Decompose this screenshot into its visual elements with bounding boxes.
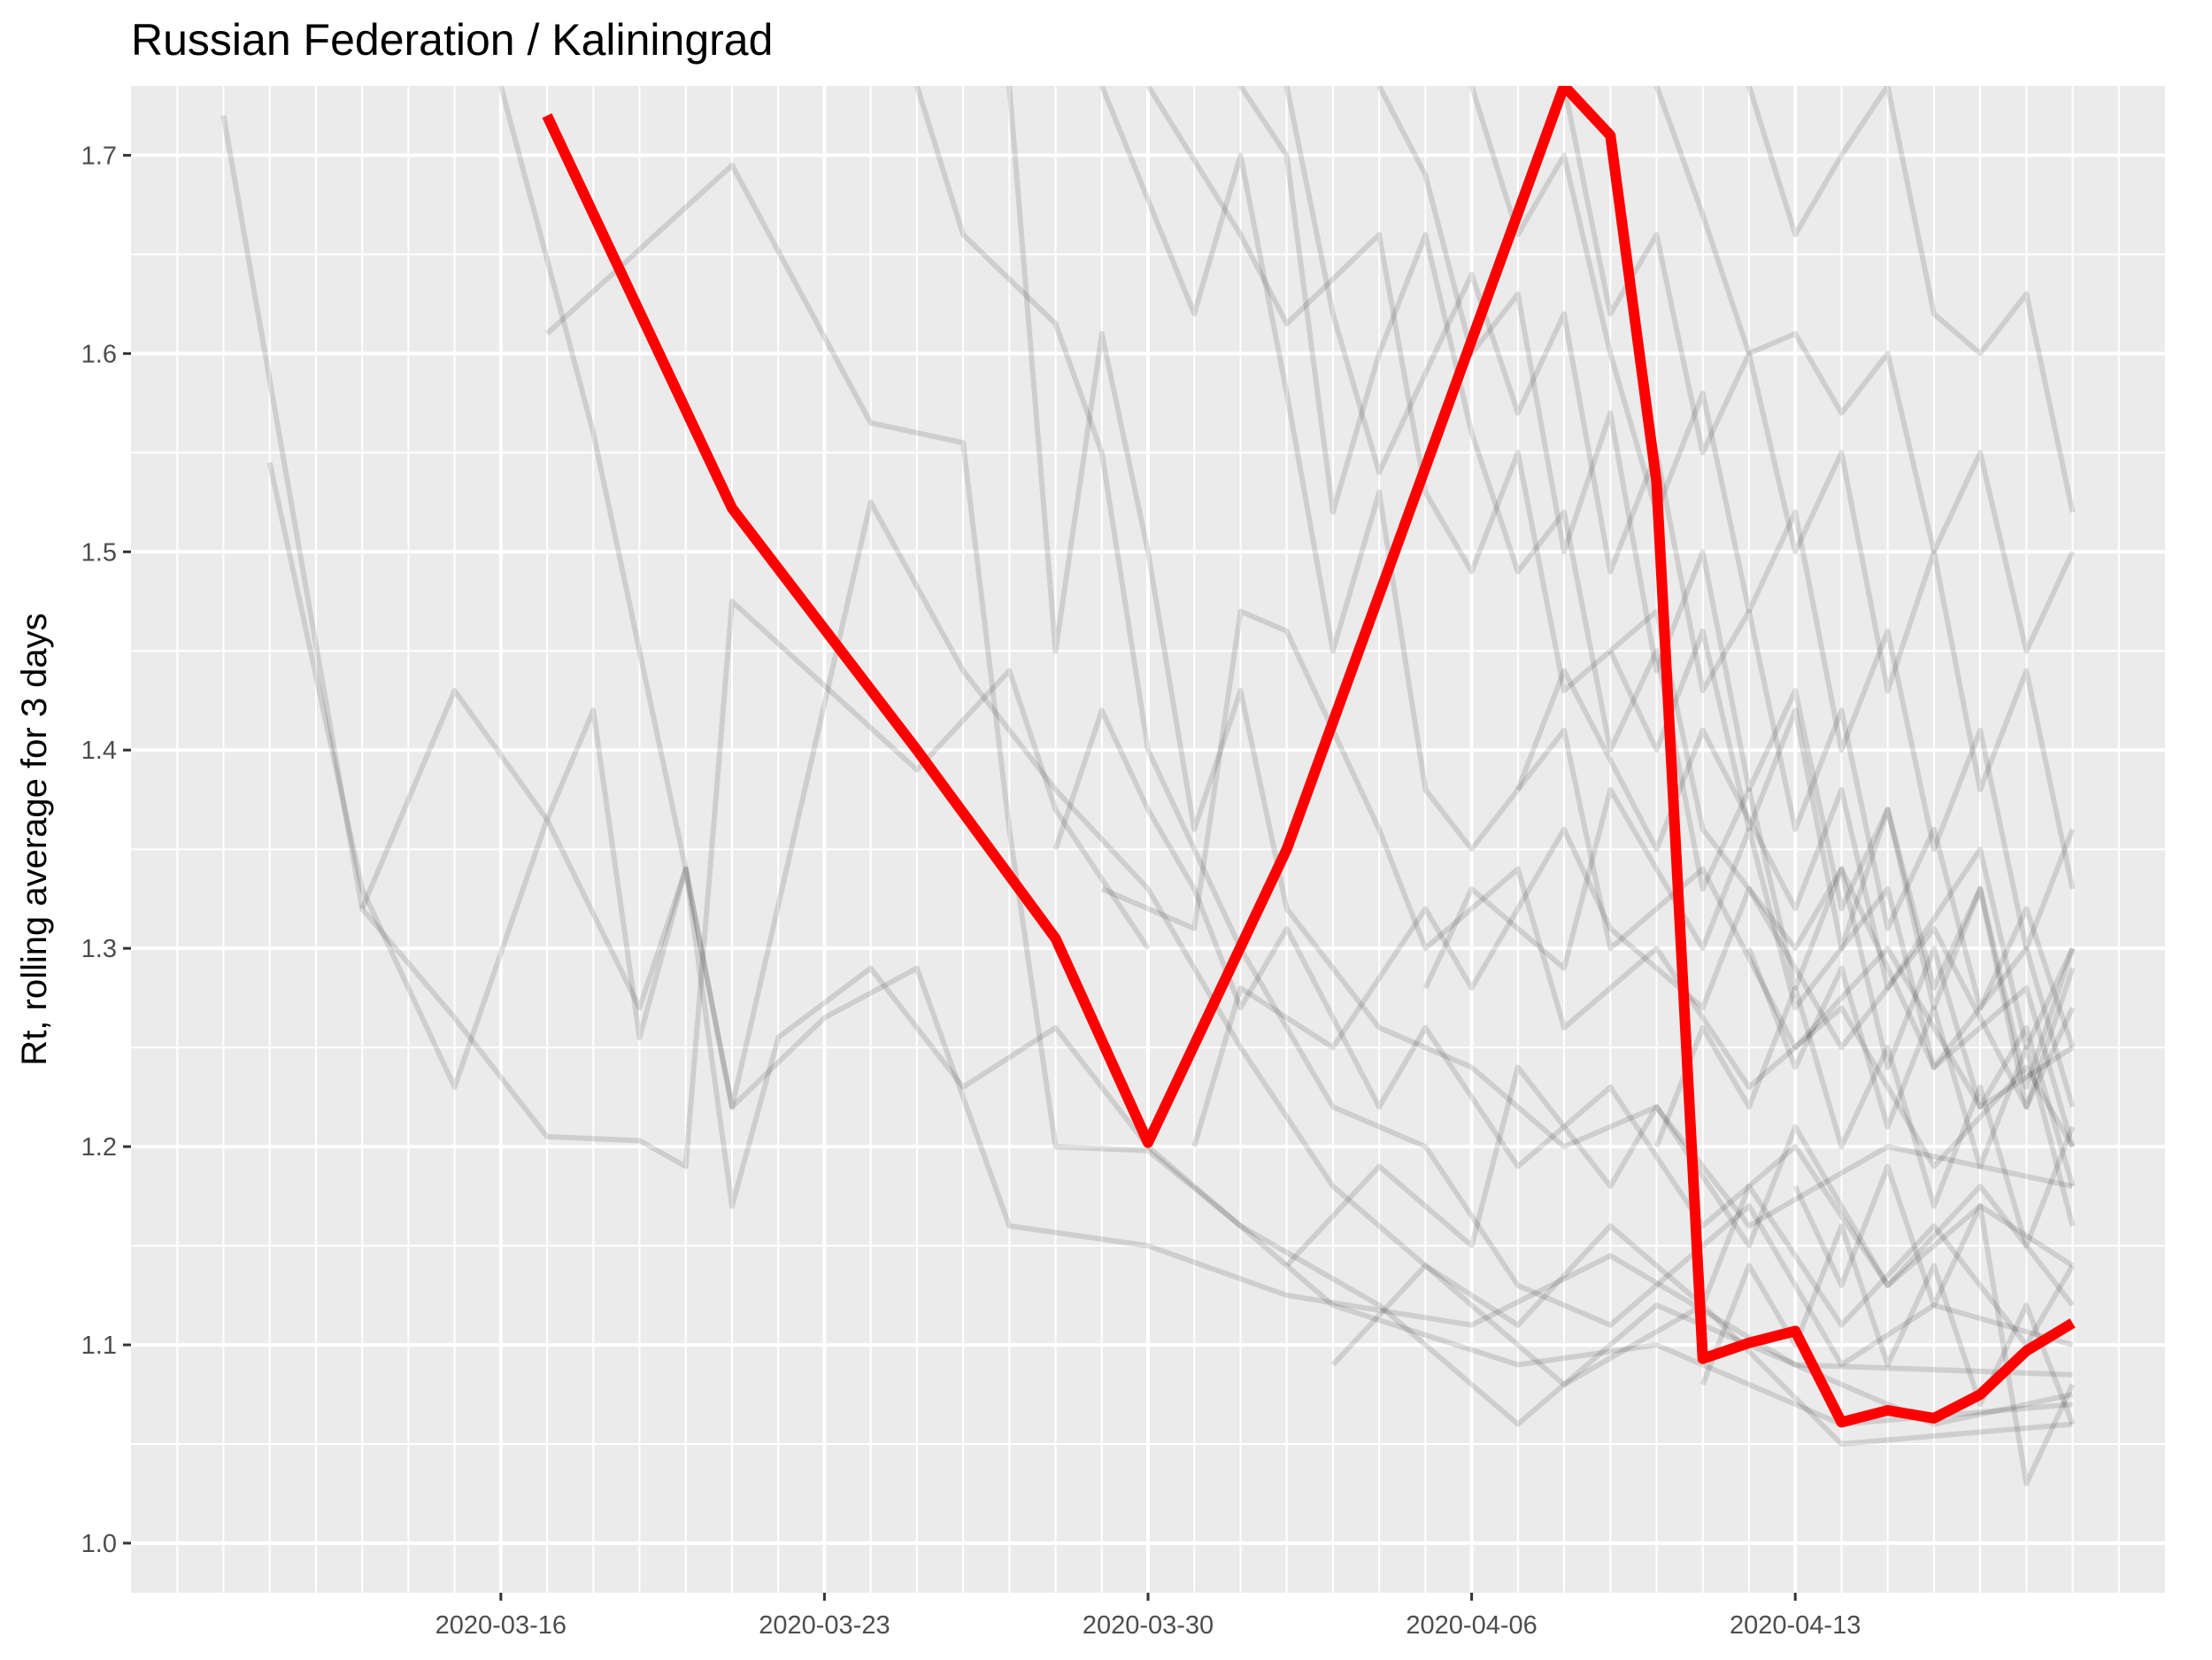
x-axis: 2020-03-16 2020-03-23 2020-03-30 2020-04-06… bbox=[435, 1593, 1861, 1640]
y-axis: 1.0 1.1 1.2 1.3 1.4 1.5 1.6 1.7 bbox=[81, 142, 131, 1558]
background-series-group bbox=[220, 86, 2076, 1486]
x-tick-label: 2020-03-23 bbox=[759, 1611, 890, 1640]
x-tick-label: 2020-04-06 bbox=[1406, 1611, 1537, 1640]
y-tick-label: 1.1 bbox=[81, 1332, 117, 1360]
background-series-line bbox=[1145, 86, 2076, 1147]
y-axis-label: Rt, rolling average for 3 days bbox=[15, 613, 54, 1065]
highlight-series-line bbox=[542, 86, 2076, 1428]
background-series-line bbox=[1607, 628, 2076, 1110]
y-tick-label: 1.0 bbox=[81, 1530, 117, 1558]
background-series-line bbox=[914, 86, 2074, 1368]
background-series-line bbox=[359, 688, 2073, 1378]
background-series-line bbox=[1100, 608, 2076, 1170]
highlight-series-group bbox=[542, 86, 2076, 1428]
x-tick-label: 2020-03-30 bbox=[1083, 1611, 1214, 1640]
background-series-line bbox=[1561, 86, 2076, 890]
background-series-line bbox=[1052, 707, 2075, 1288]
background-series-line bbox=[1284, 1064, 2075, 1308]
background-series-line bbox=[220, 115, 1151, 1170]
y-tick-label: 1.5 bbox=[81, 538, 117, 567]
background-series-line bbox=[1746, 86, 2076, 513]
background-series-line bbox=[1006, 86, 2074, 1229]
background-series-line bbox=[1792, 1163, 2076, 1486]
background-series-line bbox=[544, 162, 2074, 1427]
y-tick-label: 1.4 bbox=[81, 737, 117, 765]
background-series-line bbox=[1468, 86, 2076, 952]
background-series-line bbox=[1653, 86, 2076, 654]
background-series-line bbox=[1699, 1223, 2076, 1425]
background-series-line bbox=[1283, 86, 2076, 1049]
background-series-line bbox=[1653, 985, 2076, 1249]
y-tick-label: 1.3 bbox=[81, 935, 117, 963]
y-tick-label: 1.7 bbox=[81, 142, 117, 170]
background-series-line bbox=[266, 461, 2073, 1427]
background-series-line bbox=[1746, 947, 2076, 1227]
x-tick-label: 2020-04-13 bbox=[1730, 1611, 1861, 1640]
y-tick-label: 1.2 bbox=[81, 1133, 117, 1162]
grid-major bbox=[131, 86, 2165, 1593]
background-series-line bbox=[1376, 86, 2076, 1090]
background-series-line bbox=[497, 86, 2073, 1447]
y-tick-label: 1.6 bbox=[81, 340, 117, 368]
x-tick-label: 2020-03-16 bbox=[435, 1611, 566, 1640]
background-series-line bbox=[1191, 826, 2076, 1147]
background-series-line bbox=[1238, 86, 2076, 1187]
background-series-line bbox=[1422, 787, 2076, 1108]
chart-title: Russian Federation / Kaliningrad bbox=[131, 15, 773, 65]
background-series-line bbox=[1330, 1183, 2076, 1367]
background-series-line bbox=[1515, 668, 2076, 1051]
background-series-line bbox=[1099, 86, 2075, 1110]
